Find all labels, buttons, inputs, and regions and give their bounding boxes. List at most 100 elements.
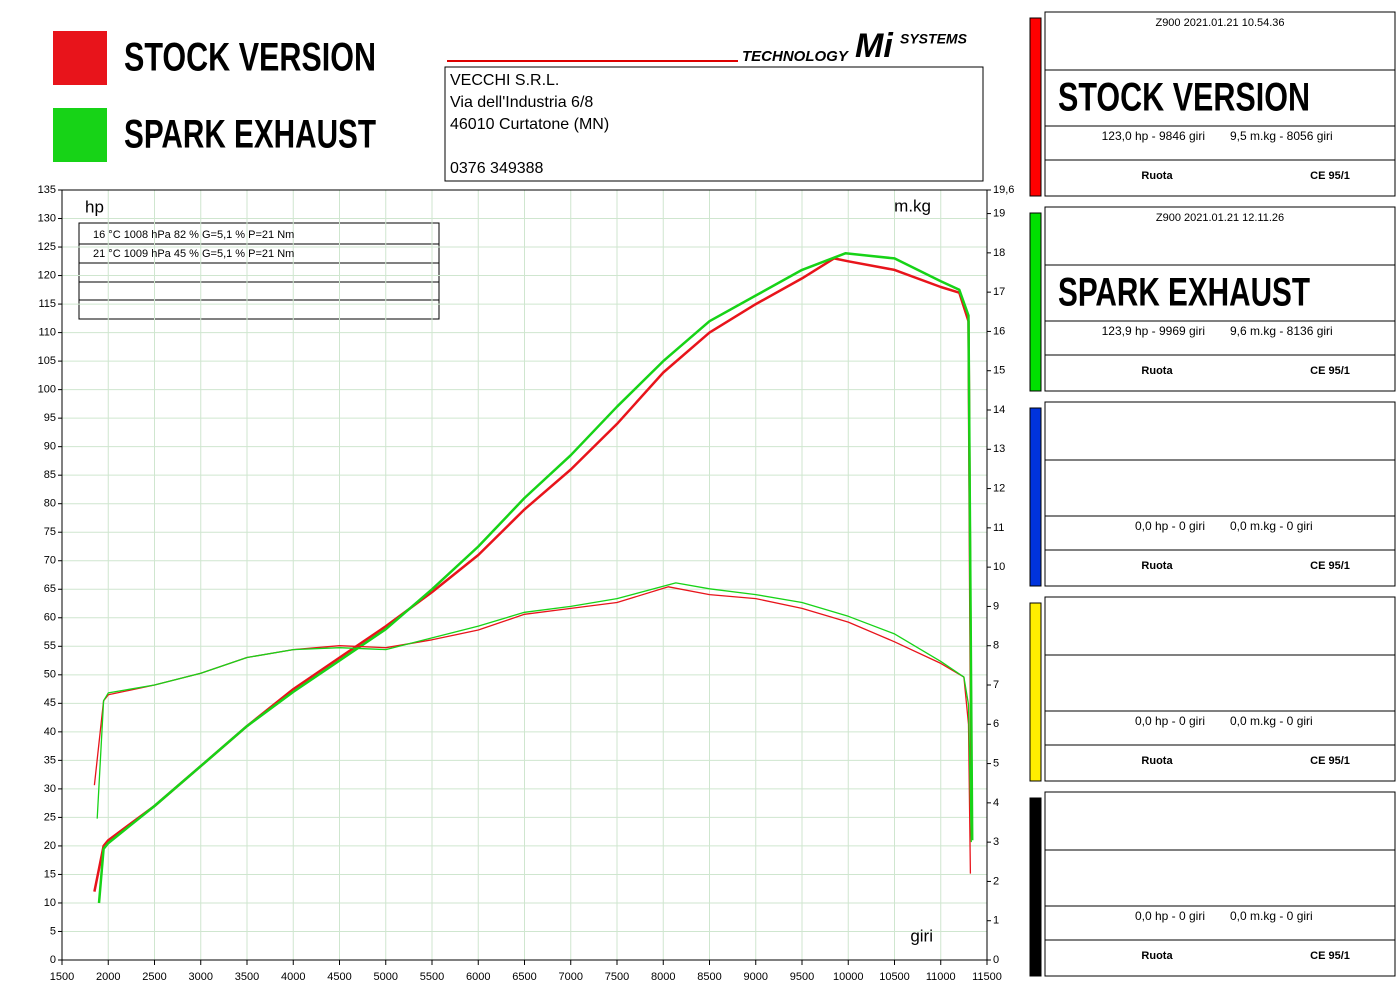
y-tick-label: 40: [44, 726, 56, 738]
y-tick-label: 115: [38, 298, 56, 310]
y-tick-label: 85: [44, 469, 56, 481]
panel-footer: Ruota: [1141, 755, 1173, 767]
y2-tick-label: 5: [993, 757, 999, 769]
panel-stat: 0,0 m.kg - 0 giri: [1230, 519, 1313, 533]
panel-color-bar: [1029, 17, 1042, 197]
legend-swatch: [53, 31, 107, 85]
y2-tick-label: 19,6: [993, 184, 1014, 196]
panel-footer: Ruota: [1141, 950, 1173, 962]
conditions-table: [78, 222, 440, 320]
panel-stat: 0,0 m.kg - 0 giri: [1230, 714, 1313, 728]
panel-name: SPARK EXHAUST: [1058, 271, 1310, 315]
panel-stat: 123,0 hp - 9846 giri: [1102, 129, 1205, 143]
series-line: [93, 586, 972, 874]
y-tick-label: 95: [44, 412, 56, 424]
panel-box: [1044, 401, 1396, 587]
y2-tick-label: 14: [993, 404, 1005, 416]
y2-tick-label: 8: [993, 640, 999, 652]
y-tick-label: 110: [38, 326, 56, 338]
x-tick-label: 11500: [972, 971, 1002, 983]
company-line: 46010 Curtatone (MN): [450, 116, 609, 133]
y-tick-label: 50: [44, 669, 56, 681]
x-tick-label: 6000: [466, 971, 490, 983]
y2-tick-label: 7: [993, 679, 999, 691]
y2-tick-label: 0: [993, 954, 999, 966]
panel-footer: Ruota: [1141, 365, 1173, 377]
y2-tick-label: 3: [993, 836, 999, 848]
y2-tick-label: 1: [993, 915, 999, 927]
y-tick-label: 100: [38, 384, 56, 396]
x-tick-label: 3000: [189, 971, 213, 983]
y2-tick-label: 17: [993, 286, 1005, 298]
x-tick-label: 5500: [420, 971, 444, 983]
y2-tick-label: 15: [993, 365, 1005, 377]
y-tick-label: 65: [44, 583, 56, 595]
y-tick-label: 5: [50, 925, 56, 937]
panel-footer: Ruota: [1141, 170, 1173, 182]
panel-footer: CE 95/1: [1310, 170, 1350, 182]
y-axis-label: hp: [85, 197, 104, 216]
y2-tick-label: 18: [993, 247, 1005, 259]
panel-box: [1044, 791, 1396, 977]
panel-stat: 0,0 hp - 0 giri: [1135, 714, 1205, 728]
x-tick-label: 8500: [697, 971, 721, 983]
y2-tick-label: 6: [993, 718, 999, 730]
panel-header: Z900 2021.01.21 12.11.26: [1156, 212, 1284, 224]
x-tick-label: 4500: [327, 971, 351, 983]
x-tick-label: 10500: [879, 971, 910, 983]
y-tick-label: 80: [44, 498, 56, 510]
panel-color-bar: [1029, 797, 1042, 977]
y2-tick-label: 11: [993, 522, 1004, 534]
legend-label: STOCK VERSION: [124, 36, 376, 80]
x-tick-label: 5000: [374, 971, 398, 983]
y-tick-label: 120: [38, 269, 56, 281]
panel-name: STOCK VERSION: [1058, 76, 1310, 120]
legend-swatch: [53, 108, 107, 162]
y2-tick-label: 12: [993, 482, 1005, 494]
y-tick-label: 10: [44, 897, 56, 909]
y-tick-label: 15: [44, 868, 56, 880]
y-tick-label: 60: [44, 612, 56, 624]
panel-box: [1044, 11, 1396, 197]
company-line: VECCHI S.R.L.: [450, 72, 559, 89]
x-tick-label: 6500: [512, 971, 536, 983]
conditions-row: 21 °C 1009 hPa 45 % G=5,1 % P=21 Nm: [93, 248, 294, 260]
y-tick-label: 135: [38, 184, 56, 196]
panel-footer: CE 95/1: [1310, 755, 1350, 767]
y2-tick-label: 4: [993, 797, 999, 809]
company-line: 0376 349388: [450, 160, 544, 177]
panel-footer: CE 95/1: [1310, 365, 1350, 377]
y-tick-label: 90: [44, 441, 56, 453]
x-tick-label: 11000: [926, 971, 956, 983]
panel-color-bar: [1029, 407, 1042, 587]
company-line: Via dell'Industria 6/8: [450, 94, 593, 111]
x-tick-label: 2500: [142, 971, 166, 983]
y2-tick-label: 19: [993, 207, 1005, 219]
panel-footer: CE 95/1: [1310, 560, 1350, 572]
panel-color-bar: [1029, 602, 1042, 782]
series-line: [96, 582, 972, 843]
panel-box: [1044, 596, 1396, 782]
panel-color-bar: [1029, 212, 1042, 392]
x-tick-label: 9500: [790, 971, 814, 983]
x-tick-label: 8000: [651, 971, 675, 983]
legend-label: SPARK EXHAUST: [124, 113, 376, 157]
y2-axis-label: m.kg: [894, 196, 931, 215]
y-tick-label: 75: [44, 526, 56, 538]
company-box: [444, 66, 984, 182]
panel-stat: 123,9 hp - 9969 giri: [1102, 324, 1205, 338]
x-tick-label: 7000: [559, 971, 583, 983]
logo-mark: Mi: [855, 27, 894, 65]
y-tick-label: 70: [44, 555, 56, 567]
y-tick-label: 130: [38, 212, 56, 224]
x-tick-label: 7500: [605, 971, 629, 983]
panel-footer: Ruota: [1141, 560, 1173, 572]
y-tick-label: 35: [44, 754, 56, 766]
x-tick-label: 2000: [96, 971, 120, 983]
panel-stat: 0,0 hp - 0 giri: [1135, 519, 1205, 533]
logo-left: TECHNOLOGY: [742, 48, 850, 65]
y-tick-label: 45: [44, 697, 56, 709]
y-tick-label: 30: [44, 783, 56, 795]
x-axis-label: giri: [910, 926, 933, 945]
